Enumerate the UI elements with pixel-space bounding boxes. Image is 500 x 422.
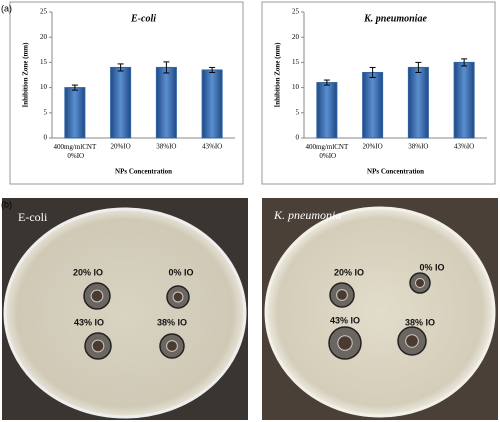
- error-bar: [209, 66, 216, 73]
- bar: [64, 87, 86, 139]
- x-axis-label: NPs Concentration: [115, 168, 172, 176]
- y-tick-label: 5: [44, 108, 48, 116]
- error-bar: [323, 79, 330, 86]
- x-tick-label: 400mg/mlCNT 0%IO: [305, 143, 349, 160]
- bar: [407, 66, 429, 139]
- well-label: 38% IO: [157, 317, 187, 327]
- petri-dish: [3, 207, 247, 419]
- error-bar: [415, 61, 422, 73]
- bar: [110, 66, 132, 139]
- x-tick-label: 43%IO: [202, 143, 222, 151]
- well-label: 20% IO: [334, 267, 364, 277]
- error-bar: [461, 58, 468, 67]
- photo-title: K. pneumonia: [273, 208, 341, 222]
- y-axis-label: Inhibition Zone (mm): [274, 42, 282, 108]
- x-tick-label: 400mg/mlCNT 0%IO: [53, 143, 97, 160]
- y-tick-label: 0: [296, 134, 300, 142]
- photo-title: E-coli: [18, 210, 48, 224]
- error-bar: [163, 61, 170, 74]
- bar: [453, 61, 475, 139]
- y-tick-label: 10: [292, 83, 300, 91]
- x-tick-label: 20%IO: [363, 143, 383, 151]
- well-label: 43% IO: [74, 317, 104, 327]
- well: [91, 339, 105, 353]
- bar: [316, 82, 338, 139]
- error-bar: [369, 66, 376, 79]
- y-tick-label: 25: [292, 8, 300, 16]
- well: [336, 289, 348, 301]
- x-tick-label: 20%IO: [111, 143, 131, 151]
- x-tick-label: 38%IO: [156, 143, 176, 151]
- y-tick-label: 15: [292, 58, 300, 66]
- panel-label: (a): [1, 3, 12, 13]
- x-tick-label: 38%IO: [408, 143, 428, 151]
- x-axis-label: NPs Concentration: [367, 168, 424, 176]
- y-tick-label: 15: [40, 58, 48, 66]
- error-bar: [117, 63, 124, 72]
- well: [337, 335, 353, 351]
- y-tick-label: 5: [296, 108, 300, 116]
- well: [90, 289, 104, 303]
- chart-title: E-coli: [130, 13, 156, 24]
- well-label: 38% IO: [405, 317, 435, 327]
- well: [405, 334, 419, 348]
- y-tick-label: 20: [292, 33, 300, 41]
- bar: [155, 66, 177, 139]
- y-tick-label: 25: [40, 8, 48, 16]
- panel-label: (b): [1, 199, 12, 209]
- well: [415, 278, 425, 288]
- chart-title: K. pneumoniae: [363, 13, 427, 24]
- well-label: 0% IO: [419, 262, 444, 272]
- bar: [362, 71, 384, 139]
- y-tick-label: 10: [40, 83, 48, 91]
- error-bar: [71, 84, 78, 91]
- well: [172, 291, 184, 303]
- well-label: 20% IO: [73, 267, 103, 277]
- well-label: 0% IO: [168, 267, 193, 277]
- x-tick-label: 43%IO: [454, 143, 474, 151]
- y-tick-label: 20: [40, 33, 48, 41]
- well-label: 43% IO: [330, 315, 360, 325]
- well: [166, 340, 178, 352]
- petri-dish: [264, 206, 496, 418]
- y-axis-label: Inhibition Zone (mm): [22, 42, 30, 108]
- bar: [201, 69, 223, 139]
- y-tick-label: 0: [44, 134, 48, 142]
